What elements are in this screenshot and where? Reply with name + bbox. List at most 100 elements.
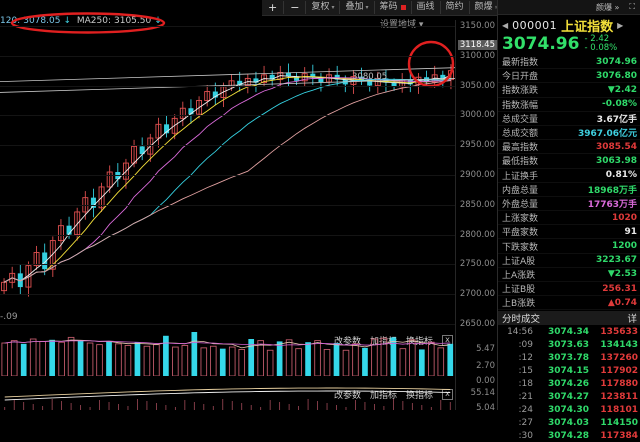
toolbar-item-jianyue-label: 简约 [445, 2, 464, 12]
gridline [0, 25, 455, 27]
tick-price: 3074.15 [548, 365, 589, 376]
stat-row: 总成交额 3967.06亿元 [498, 126, 640, 141]
prev-symbol-icon[interactable]: ◀ [502, 20, 509, 30]
toolbar-item-fuquan[interactable]: 复权 ▾ [306, 1, 341, 14]
gridline [0, 175, 455, 176]
notification-dot-icon [400, 5, 406, 10]
tick-time: 14:56 [507, 326, 533, 337]
volume-plot[interactable] [0, 332, 455, 377]
volume-bar [209, 345, 217, 377]
volume-bar [323, 349, 331, 377]
stat-label: 总成交量 [502, 114, 539, 125]
stat-value: ▼2.53 [607, 269, 637, 280]
zoom-in-button[interactable]: + [262, 1, 285, 14]
gridline [0, 85, 455, 87]
ma250-label: MA250: [76, 16, 111, 26]
volume-bar [67, 336, 75, 377]
tick-row: :27 3074.03 114150 [498, 416, 640, 429]
toolbar-item-yanbao-label: 颜爆 [474, 2, 493, 12]
zoom-out-button[interactable]: − [284, 1, 307, 14]
volume-bar [134, 342, 141, 376]
volume-axis-high: 5.47 [476, 344, 495, 354]
volume-edit-params-button[interactable]: 改参数 [333, 337, 361, 347]
tick-price: 3074.28 [548, 430, 589, 441]
price-annotation: 3080.05 [352, 72, 388, 82]
tick-row: :09 3073.63 134143 [498, 338, 640, 351]
price-axis-tick: 2700.00 [459, 289, 495, 300]
volume-bar [238, 349, 246, 377]
ma250-value: 3105.50 [114, 16, 152, 26]
gridline [0, 294, 455, 296]
price-axis-tick: 2750.00 [459, 259, 495, 270]
tick-time: :27 [518, 417, 533, 428]
quote-panel: 颜爆 » ⛶ ◀ 000001 上证指数 ▶ 3074.96 - 2.42 - … [497, 0, 640, 441]
volume-add-indicator-button[interactable]: 加指标 [369, 337, 397, 347]
fullscreen-icon[interactable]: ⛶ [629, 2, 635, 11]
stat-row: 最新指数 3074.96 [498, 55, 640, 70]
tick-qty: 114150 [600, 417, 638, 428]
volume-bar [49, 339, 55, 376]
ticks-table: 14:56 3074.34 135633:09 3073.63 134143:12 307… [498, 325, 640, 442]
lower-axis-high: 55.14 [470, 388, 495, 398]
tick-row: 14:56 3074.34 135633 [498, 325, 640, 338]
candlestick-plot[interactable] [0, 20, 456, 330]
gridline [0, 324, 455, 326]
symbol-name: 上证指数 [561, 19, 614, 35]
tick-row: :21 3074.27 123811 [498, 390, 640, 403]
stat-row: 最高指数 3085.54 [498, 140, 640, 155]
volume-bar [447, 343, 454, 376]
yanbao-button[interactable]: 颜爆 » [595, 2, 620, 12]
next-symbol-icon[interactable]: ▶ [617, 20, 624, 30]
gridline [0, 115, 455, 117]
toolbar-item-diejia[interactable]: 叠加 ▾ [340, 1, 375, 14]
set-field-button[interactable]: 设置地域 ▾ [380, 17, 423, 30]
red-ellipse-annotation-right [407, 40, 455, 88]
tick-time: :18 [518, 378, 533, 389]
volume-bar [163, 335, 169, 376]
stat-row: 外盘总量 17763万手 [498, 197, 640, 212]
lower-indicator-plot[interactable] [0, 386, 455, 410]
stat-row: 上证A股 3223.67 [498, 254, 640, 268]
price-axis-tick: 2800.00 [459, 229, 495, 240]
toolbar-item-chouma[interactable]: 筹码 [375, 1, 412, 14]
stat-label: 指数涨幅 [502, 100, 539, 111]
gridline [0, 55, 455, 57]
volume-axis-low: 0.00 [476, 376, 495, 386]
stat-row: 上涨家数 1020 [498, 211, 640, 226]
stat-label: 上A涨跌 [502, 270, 536, 281]
volume-bar [77, 340, 84, 376]
volume-bar [390, 337, 397, 376]
stat-row: 平盘家数 91 [498, 225, 640, 240]
stat-row: 最低指数 3063.98 [498, 154, 640, 169]
volume-bar [143, 345, 151, 377]
ticks-header[interactable]: 分时成交 详 [498, 311, 640, 326]
ticks-more-link[interactable]: 详 [627, 314, 637, 326]
stat-value: 3085.54 [596, 141, 637, 152]
stat-value: 3076.80 [596, 70, 637, 81]
stat-value: 3223.67 [596, 255, 637, 266]
ticks-title: 分时成交 [502, 314, 541, 326]
chevron-right-icon: » [495, 1, 499, 14]
stat-value: -0.08% [602, 99, 637, 110]
ma120-value: 3078.05 [23, 16, 61, 26]
toolbar-item-jianyue[interactable]: 简约 [441, 1, 470, 14]
lower-change-indicator-button[interactable]: 换指标 [405, 391, 433, 401]
stat-value: 18968万手 [587, 185, 637, 196]
lower-add-indicator-button[interactable]: 加指标 [369, 391, 397, 401]
stat-value: 91 [624, 226, 637, 237]
toolbar-item-chouma-label: 筹码 [379, 2, 398, 12]
left-marker-value: -.09 [0, 312, 18, 322]
tick-row: :15 3074.15 117902 [498, 364, 640, 377]
lower-edit-params-button[interactable]: 改参数 [333, 391, 361, 401]
tick-time: :30 [518, 430, 533, 441]
ma250-arrow-down-icon: ↓ [154, 16, 162, 26]
tick-qty: 123811 [600, 391, 638, 402]
stat-row: 上证B股 256.31 [498, 282, 640, 297]
ma120-arrow-down-icon: ↓ [63, 16, 71, 26]
stat-value: 256.31 [602, 283, 637, 294]
chevron-down-icon: ▾ [331, 4, 335, 11]
tick-row: :12 3073.78 137260 [498, 351, 640, 364]
gridline [0, 234, 455, 236]
toolbar-item-huaxian[interactable]: 画线 [412, 1, 441, 14]
volume-bar [58, 341, 65, 377]
